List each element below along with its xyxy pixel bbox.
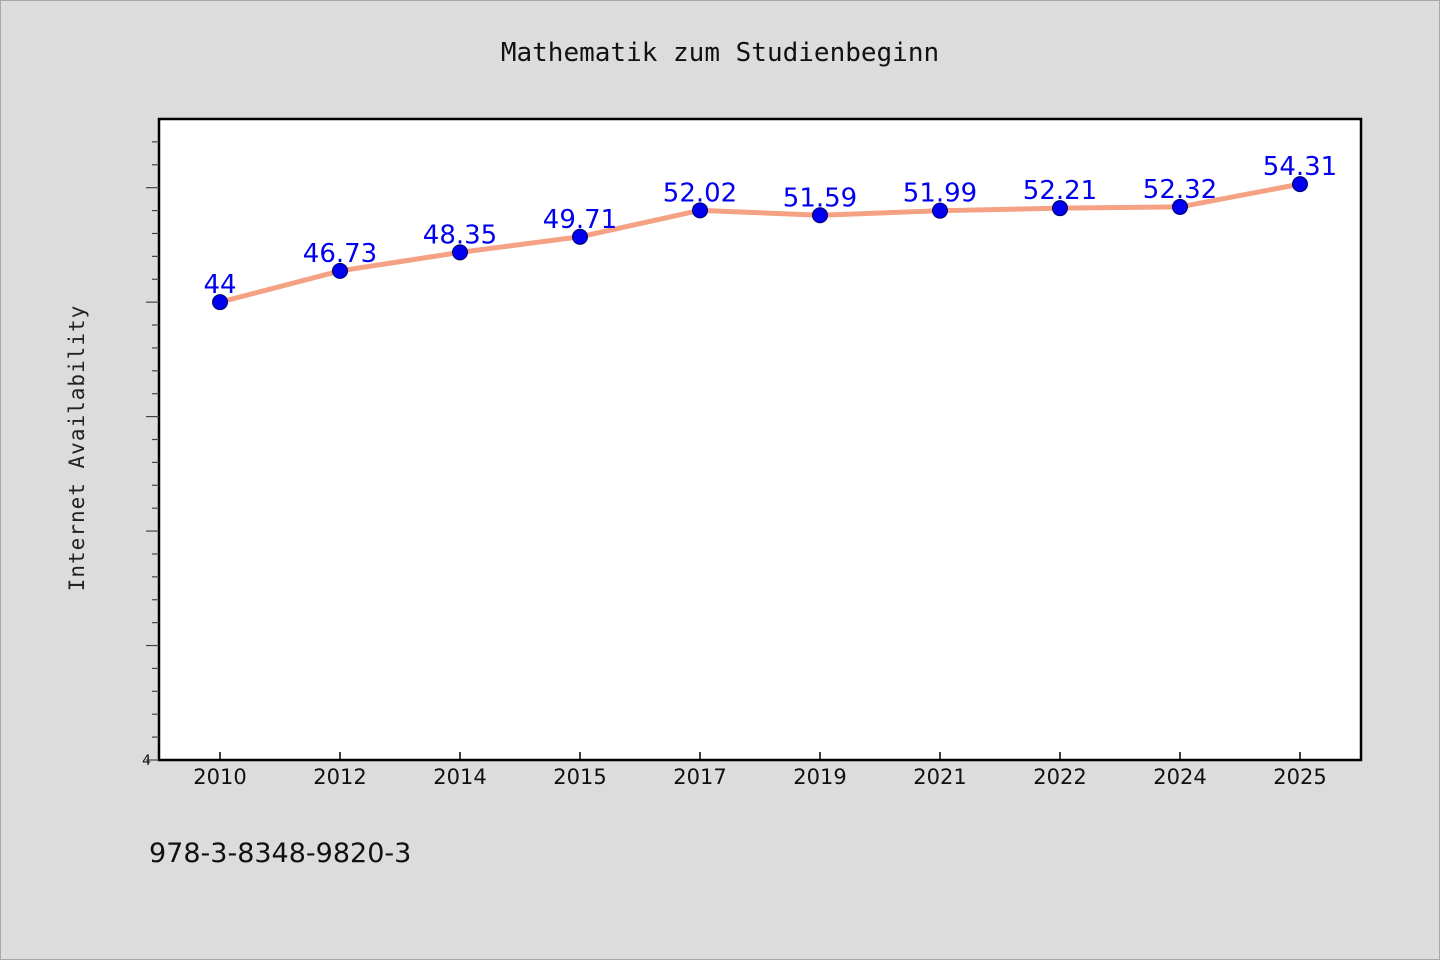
data-point-marker [812, 207, 828, 224]
x-tick-label: 2025 [1273, 765, 1326, 789]
data-label: 51.59 [783, 183, 857, 213]
x-tick-label: 2014 [433, 765, 486, 789]
data-label: 49.71 [543, 205, 617, 235]
data-point-marker [692, 202, 708, 219]
x-tick-label: 2022 [1033, 765, 1086, 789]
chart-title: Mathematik zum Studienbeginn [501, 38, 939, 68]
data-point-marker [1052, 200, 1068, 217]
x-tick-label: 2017 [673, 765, 726, 789]
data-point-marker [452, 244, 468, 261]
data-point-marker [572, 228, 588, 245]
y-tick-label: 4 [142, 753, 151, 769]
x-tick-label: 2012 [313, 765, 366, 789]
data-label: 44 [203, 270, 236, 300]
data-series: 44 46.73 48.35 49.71 52.02 51.59 51.99 52.21 52.… [203, 152, 1337, 311]
x-tick-label: 2019 [793, 765, 846, 789]
data-point-marker [212, 294, 228, 311]
data-label: 52.02 [663, 178, 737, 208]
y-axis-ticks: 4 [142, 141, 159, 769]
data-label: 52.21 [1023, 176, 1097, 206]
x-tick-label: 2015 [553, 765, 606, 789]
data-label: 48.35 [423, 220, 497, 250]
data-point-marker [1292, 176, 1308, 193]
x-tick-label: 2010 [193, 765, 246, 789]
data-label: 51.99 [903, 179, 977, 209]
data-point-marker [932, 202, 948, 219]
series-line [217, 181, 1303, 305]
plot-area [157, 117, 1363, 762]
x-axis-ticks: 2010 2012 2014 2015 2017 2019 2021 2022 2024 2025 [193, 752, 1327, 789]
data-label: 54.31 [1263, 152, 1337, 182]
y-axis-label: Internet Availability [65, 305, 89, 592]
data-label: 46.73 [303, 239, 377, 269]
data-point-marker [332, 262, 348, 279]
data-label: 52.32 [1143, 175, 1217, 205]
x-tick-label: 2021 [913, 765, 966, 789]
data-point-marker [1172, 198, 1188, 215]
x-tick-label: 2024 [1153, 765, 1206, 789]
isbn-footer: 978-3-8348-9820-3 [149, 838, 411, 869]
